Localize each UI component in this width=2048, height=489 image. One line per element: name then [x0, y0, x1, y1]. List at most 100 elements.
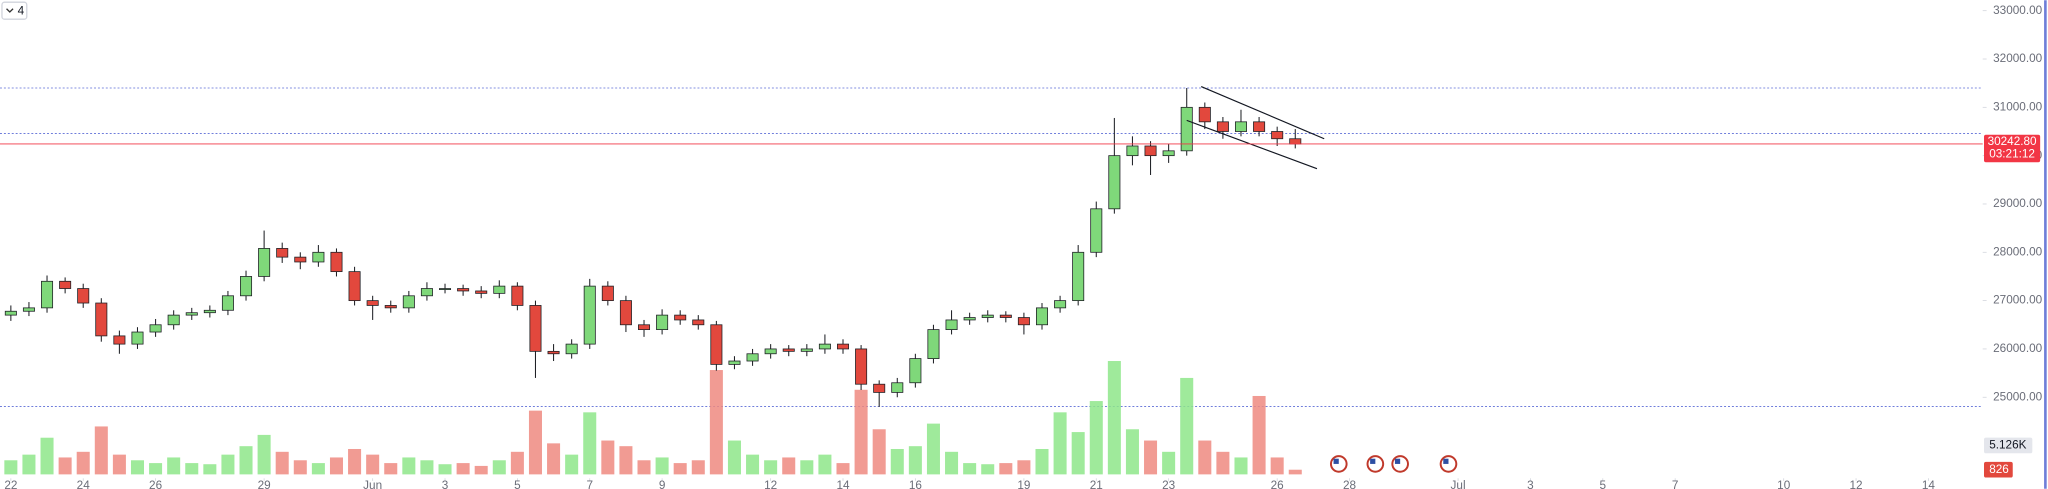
trend-line	[1200, 86, 1325, 140]
volume-label-text: 826	[1989, 463, 2009, 476]
volume-bar	[58, 457, 72, 475]
candle-body	[529, 305, 542, 352]
candle-body	[981, 314, 994, 318]
volume-bar	[366, 454, 380, 475]
y-tick-label: 32000.00	[1993, 52, 2042, 65]
candle-body	[565, 343, 578, 355]
last-price-tag	[1984, 134, 2041, 163]
x-tick-label: 3	[442, 479, 449, 489]
volume-bar	[655, 457, 669, 475]
event-flag[interactable]	[1329, 455, 1348, 473]
volume-label: 826	[1984, 461, 2013, 478]
interval-button-box[interactable]	[1, 1, 28, 20]
candle-body	[22, 307, 35, 312]
interval-label: 4	[18, 4, 25, 17]
candle-body	[1054, 300, 1067, 309]
event-flag[interactable]	[1439, 455, 1458, 473]
candle-body	[1271, 131, 1284, 140]
volume-bar	[619, 446, 633, 475]
candle-body	[1035, 307, 1048, 326]
volume-bar	[926, 423, 940, 475]
volume-bar	[908, 446, 922, 475]
candle-body	[547, 350, 560, 355]
x-tick-label: Jun	[363, 479, 382, 489]
candle-body	[656, 314, 669, 331]
volume-bar	[22, 454, 36, 475]
volume-bar	[420, 460, 434, 475]
volume-bar	[1162, 451, 1176, 475]
volume-bar	[565, 454, 579, 475]
candle-body	[1180, 106, 1193, 152]
candle-body	[348, 271, 361, 302]
x-tick-label: 14	[1922, 479, 1936, 489]
volume-bar	[348, 448, 362, 475]
candle-body	[1108, 155, 1121, 210]
candle-body	[95, 302, 108, 337]
volume-bar	[999, 463, 1013, 475]
candle-body	[746, 353, 759, 362]
candle-body	[710, 324, 723, 365]
y-tick-label: 26000.00	[1993, 342, 2042, 355]
candle-body	[511, 285, 524, 306]
event-flag[interactable]	[1391, 455, 1409, 473]
candle-body	[384, 305, 397, 309]
x-tick-label: 5	[514, 479, 521, 489]
candle-body	[4, 310, 17, 316]
volume-bar	[94, 426, 108, 475]
candle-body	[221, 295, 234, 311]
y-tick-label: 28000.00	[1993, 245, 2042, 258]
x-tick-label: 19	[1017, 479, 1030, 489]
volume-bar	[890, 448, 904, 475]
volume-bar	[1107, 361, 1121, 475]
y-tick-label: 29000.00	[1993, 197, 2042, 210]
x-tick-label: 12	[764, 479, 777, 489]
x-tick-label: 29	[258, 479, 271, 489]
volume-bar	[945, 451, 959, 475]
candle-body	[1289, 138, 1302, 145]
volume-bar	[1017, 460, 1031, 475]
volume-bar	[746, 454, 760, 475]
candle-body	[692, 319, 705, 326]
candle-body	[420, 288, 433, 297]
candle-body	[475, 290, 488, 294]
volume-bar	[872, 429, 886, 475]
candle-body	[1162, 150, 1175, 157]
volume-bar	[528, 410, 542, 475]
candle-body	[149, 324, 162, 333]
y-tick-label: 25000.00	[1993, 390, 2042, 403]
x-tick-label: 3	[1527, 479, 1534, 489]
candle-body	[366, 300, 379, 306]
volume-bar	[1071, 432, 1085, 475]
candle-body	[1216, 121, 1229, 132]
volume-bar	[727, 440, 741, 475]
volume-label-text: 5.126K	[1989, 439, 2026, 452]
volume-bar	[203, 464, 217, 475]
volume-bar	[257, 434, 271, 475]
candle-body	[41, 280, 54, 309]
volume-bar	[438, 464, 452, 475]
volume-bar	[239, 446, 253, 475]
candle-body	[891, 382, 904, 393]
interval-button[interactable]: 4	[1, 1, 28, 20]
candle-body	[240, 276, 253, 297]
candle-body	[131, 331, 144, 345]
volume-bar	[329, 457, 343, 475]
candle-body	[927, 329, 940, 359]
volume-bar	[1180, 377, 1194, 475]
x-tick-label: 16	[909, 479, 923, 489]
volume-bar	[1234, 457, 1248, 475]
volume-bar	[4, 460, 18, 475]
x-tick-label: 28	[1343, 479, 1357, 489]
volume-bar	[673, 463, 687, 475]
candle-body	[855, 348, 868, 385]
candle-body	[203, 309, 216, 314]
candle-body	[945, 319, 958, 331]
volume-bar	[709, 370, 723, 475]
volume-bar	[456, 463, 470, 475]
candle-body	[638, 324, 651, 331]
volume-bar	[1270, 457, 1284, 475]
event-flag[interactable]	[1366, 455, 1385, 473]
volume-bar	[800, 460, 814, 475]
